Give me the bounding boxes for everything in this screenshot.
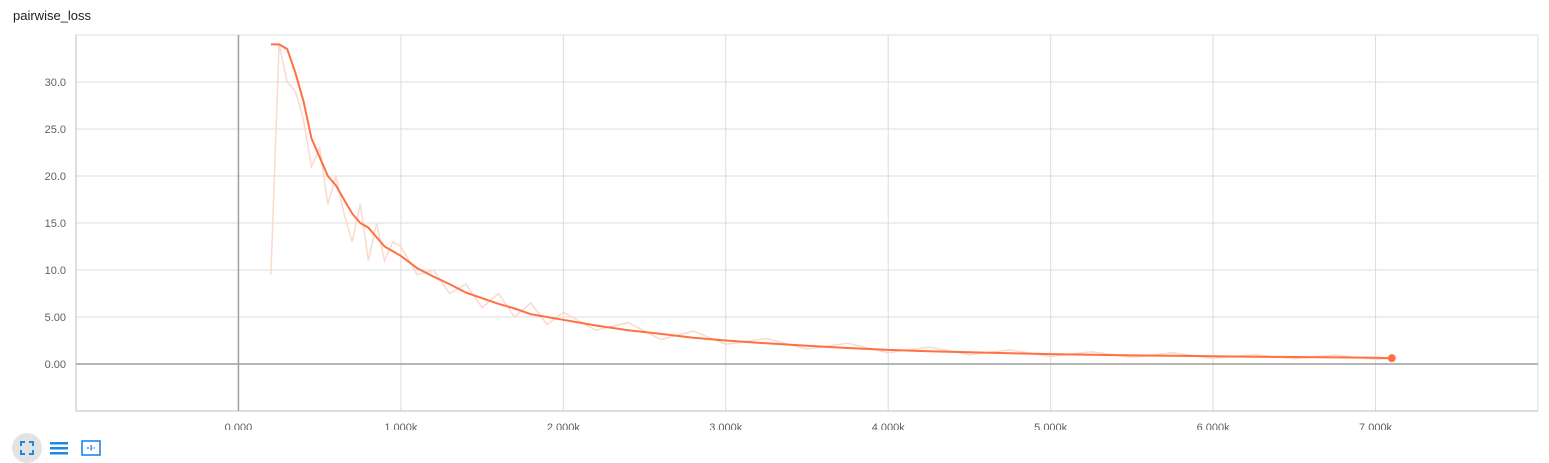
log-scale-button[interactable] xyxy=(44,433,74,463)
tick-label-layer: 0.000 1.000k 2.000k 3.000k 4.000k 5.000k 6.000… xyxy=(45,77,1393,430)
selection-box-button[interactable] xyxy=(76,433,106,463)
raw-series-line xyxy=(270,44,1392,361)
y-tick-label: 15.0 xyxy=(45,218,66,230)
x-tick-label: 0.000 xyxy=(225,422,253,430)
chart-toolbar xyxy=(12,433,108,463)
x-tick-label: 3.000k xyxy=(709,422,743,430)
line-chart[interactable]: 0.000 1.000k 2.000k 3.000k 4.000k 5.000k 6.000… xyxy=(0,0,1549,430)
y-tick-label: 0.00 xyxy=(45,359,66,371)
y-tick-label: 20.0 xyxy=(45,171,66,183)
x-tick-label: 7.000k xyxy=(1359,422,1393,430)
smoothed-series-line xyxy=(270,43,1392,360)
chart-title: pairwise_loss xyxy=(13,8,92,23)
toggle-log-scale-icon xyxy=(50,442,68,455)
fit-domain-button[interactable] xyxy=(12,433,42,463)
x-tick-label: 5.000k xyxy=(1034,422,1068,430)
x-tick-label: 1.000k xyxy=(384,422,418,430)
x-tick-label: 2.000k xyxy=(547,422,581,430)
selection-box-icon xyxy=(81,440,101,456)
y-tick-label: 5.00 xyxy=(45,312,66,324)
x-tick-label: 4.000k xyxy=(872,422,906,430)
fit-domain-icon xyxy=(20,441,34,455)
last-point-marker xyxy=(1387,354,1396,363)
raw-series-layer xyxy=(270,44,1392,361)
axis-layer xyxy=(75,35,1538,412)
y-tick-label: 30.0 xyxy=(45,77,66,89)
smoothed-series-layer xyxy=(270,43,1396,363)
y-tick-label: 10.0 xyxy=(45,265,66,277)
x-tick-label: 6.000k xyxy=(1197,422,1231,430)
y-tick-label: 25.0 xyxy=(45,124,66,136)
